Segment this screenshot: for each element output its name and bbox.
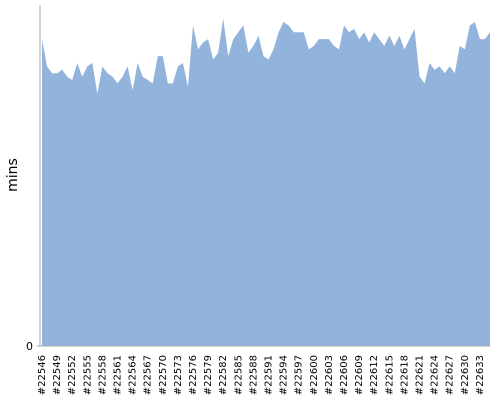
y-axis-label: mins (5, 158, 21, 192)
x-tick-label: #22606 (339, 355, 350, 395)
x-tick-label: #22597 (294, 355, 305, 395)
x-tick-label: #22630 (460, 355, 471, 395)
x-tick-label: #22615 (384, 355, 395, 395)
x-tick-label: #22633 (475, 355, 486, 395)
x-tick-label: #22558 (97, 355, 108, 395)
x-tick-label: #22624 (430, 355, 441, 395)
x-tick-label: #22609 (354, 355, 365, 395)
area (42, 18, 490, 346)
x-tick-label: #22585 (233, 355, 244, 395)
x-tick-label: #22573 (173, 355, 184, 395)
x-tick-label: #22561 (113, 355, 124, 395)
x-tick-label: #22594 (279, 355, 290, 395)
x-tick-label: #22621 (415, 355, 426, 395)
x-tick-label: #22600 (309, 355, 320, 395)
x-tick-label: #22549 (52, 355, 63, 395)
x-tick-label: #22627 (445, 355, 456, 395)
x-tick-label: #22567 (143, 355, 154, 395)
x-tick-label: #22555 (82, 355, 93, 395)
x-tick-label: #22576 (188, 355, 199, 395)
x-tick-label: #22582 (218, 355, 229, 395)
x-tick-label: #22612 (369, 355, 380, 395)
x-tick-label: #22546 (37, 355, 48, 395)
x-tick-label: #22618 (399, 355, 410, 395)
x-tick-label: #22588 (248, 355, 259, 395)
x-tick-label: #22591 (264, 355, 275, 395)
y-tick-label: 0 (26, 340, 33, 353)
x-tick-label: #22564 (128, 355, 139, 395)
x-tick-label: #22570 (158, 355, 169, 395)
x-tick-label: #22603 (324, 355, 335, 395)
x-tick-label: #22579 (203, 355, 214, 395)
x-tick-label: #22552 (67, 355, 78, 395)
